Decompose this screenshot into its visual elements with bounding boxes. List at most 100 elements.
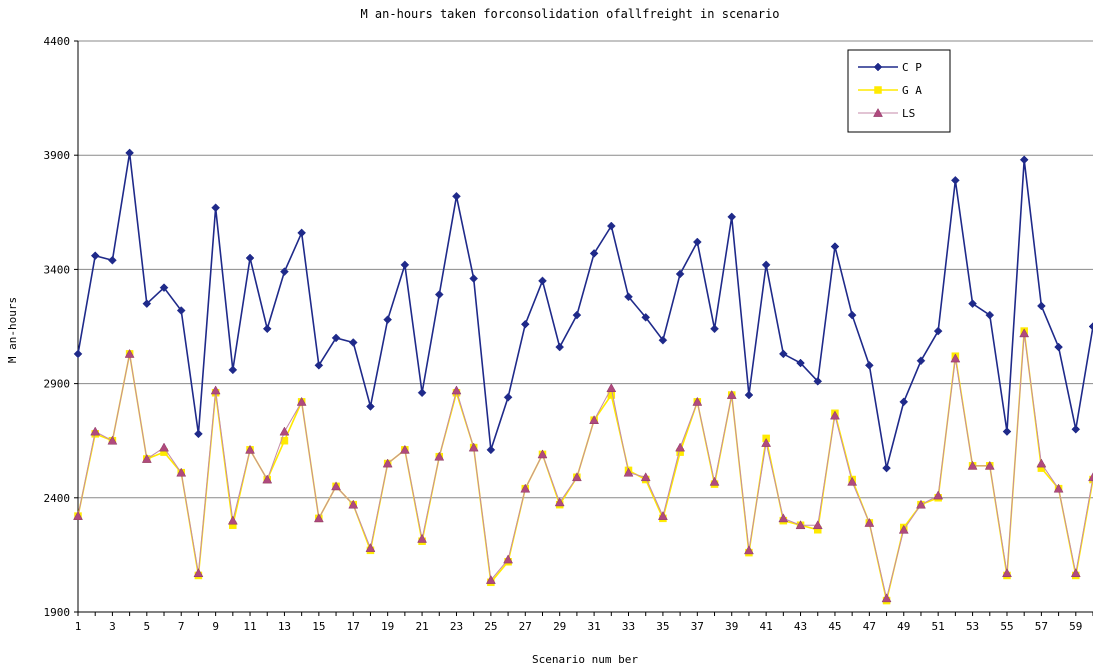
data-point [675, 442, 686, 452]
x-tick-label: 55 [1000, 620, 1013, 633]
data-point [124, 348, 135, 358]
x-tick-labels: 1 3 5 7 9 11 13 15 17 19 21 23 25 27 29 31 33 35 37 39 41 43 4… [75, 620, 1083, 633]
legend: C P G A LS [847, 49, 951, 133]
data-point [1071, 424, 1081, 434]
data-point [434, 290, 444, 299]
data-point [830, 410, 840, 420]
data-point [417, 533, 427, 543]
x-tick-label: 27 [519, 620, 532, 633]
x-tick-label: 15 [312, 620, 325, 633]
data-point [813, 376, 823, 386]
data-point [984, 460, 995, 470]
data-point [658, 335, 668, 345]
x-tick-label: 37 [691, 620, 704, 633]
x-tick-label: 35 [656, 620, 669, 633]
data-point [710, 324, 719, 334]
data-point [898, 524, 909, 534]
x-tick-label: 13 [278, 620, 291, 633]
series-cp [73, 148, 1093, 473]
x-tick-label: 7 [178, 620, 185, 633]
data-point [1002, 427, 1012, 436]
data-point [73, 349, 83, 359]
data-point [90, 251, 100, 261]
data-point [657, 511, 668, 520]
data-point [882, 463, 891, 473]
x-tick-label: 53 [966, 620, 979, 633]
data-point [571, 472, 582, 482]
data-point [744, 390, 754, 400]
data-point [468, 442, 479, 452]
data-point [985, 310, 995, 320]
data-point [366, 402, 375, 411]
data-point [520, 319, 530, 329]
data-point [210, 385, 221, 395]
data-point [228, 365, 238, 375]
x-tick-label: 21 [415, 620, 428, 633]
data-point [796, 358, 805, 368]
x-tick-label: 59 [1069, 620, 1082, 633]
x-tick-label: 1 [75, 620, 82, 633]
x-tick-label: 19 [381, 620, 394, 633]
data-point [1019, 155, 1029, 165]
series-ls [73, 328, 1093, 603]
data-point [348, 338, 358, 347]
data-point [141, 453, 152, 463]
y-tick-labels: 1900 2400 2900 3400 3900 4400 [44, 35, 71, 619]
x-tick-label: 3 [109, 620, 116, 633]
legend-label: G A [902, 84, 922, 97]
y-axis-label: M an-hours [6, 297, 19, 363]
data-point [1019, 328, 1030, 338]
data-point [194, 429, 203, 439]
data-point [933, 490, 944, 500]
data-point [503, 554, 514, 564]
data-point [761, 260, 771, 270]
data-point [520, 483, 531, 493]
data-point [641, 313, 651, 322]
data-point [434, 451, 445, 461]
data-point [554, 497, 565, 507]
data-point [211, 203, 220, 213]
data-point [795, 520, 806, 530]
data-point [245, 444, 255, 454]
data-point [1088, 322, 1093, 331]
x-tick-label: 29 [553, 620, 566, 633]
data-point [538, 276, 547, 286]
x-tick-label: 25 [484, 620, 497, 633]
x-tick-label: 49 [897, 620, 910, 633]
x-tick-label: 45 [828, 620, 841, 633]
data-point [933, 326, 943, 336]
x-tick-label: 33 [622, 620, 635, 633]
data-point [623, 467, 634, 477]
y-tick-label: 3400 [44, 263, 71, 276]
data-point [469, 274, 479, 283]
data-point [968, 299, 977, 309]
data-point [452, 191, 461, 201]
data-point [778, 349, 788, 359]
data-point [847, 476, 858, 486]
data-point [262, 324, 272, 334]
data-point [1036, 458, 1047, 468]
data-point [348, 499, 359, 509]
data-point [874, 86, 882, 94]
data-point [313, 513, 324, 523]
data-point [399, 444, 410, 454]
data-point [280, 267, 289, 277]
data-point [537, 449, 548, 459]
data-point [744, 545, 754, 555]
data-point [365, 543, 376, 552]
x-tick-label: 41 [760, 620, 773, 633]
data-point [692, 237, 702, 247]
data-point [227, 515, 238, 525]
data-point [245, 253, 255, 263]
data-point [589, 415, 600, 424]
data-point [73, 511, 83, 520]
data-point [873, 62, 883, 72]
data-point [951, 175, 960, 185]
data-point [297, 228, 306, 238]
data-point [262, 474, 273, 484]
data-point [572, 310, 582, 320]
data-point [176, 467, 187, 477]
data-point [761, 437, 772, 447]
data-point [847, 310, 857, 320]
data-point [830, 242, 840, 251]
